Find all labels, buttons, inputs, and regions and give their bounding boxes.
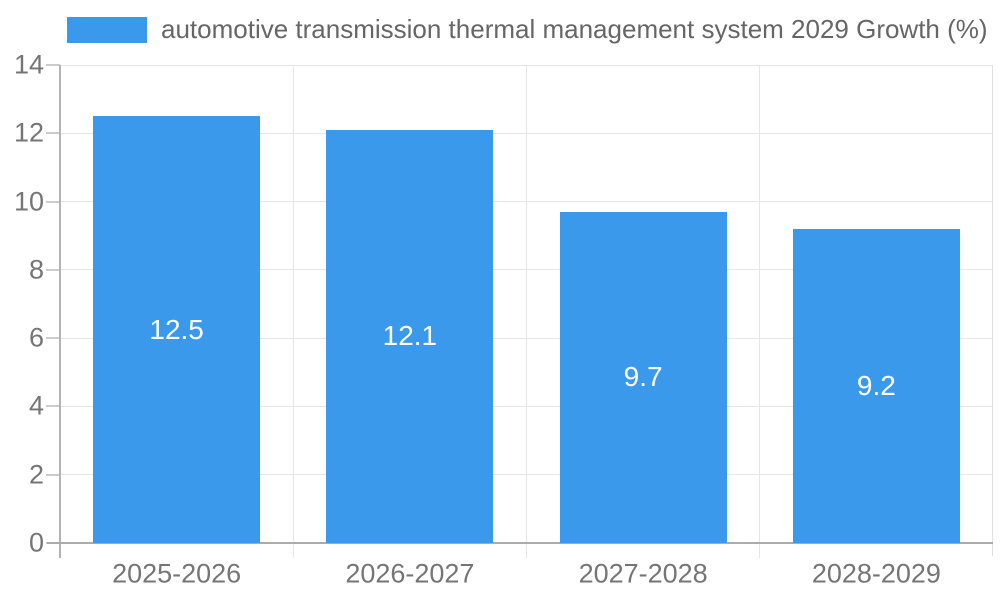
y-axis-tick-label: 6 [28, 322, 44, 353]
x-axis-tick-label: 2027-2028 [578, 558, 708, 589]
legend: automotive transmission thermal manageme… [67, 14, 988, 45]
gridline-vertical [292, 65, 294, 558]
bar-value-label: 9.7 [623, 361, 663, 393]
y-axis-tick [46, 132, 60, 135]
y-axis-tick-label: 0 [28, 527, 44, 558]
gridline-vertical [526, 65, 527, 558]
y-axis-tick [46, 337, 60, 340]
legend-swatch-icon [67, 16, 147, 43]
y-axis-line [59, 65, 61, 558]
x-axis-line [47, 542, 993, 544]
plot-right-border [992, 65, 993, 556]
y-axis-tick [46, 473, 60, 476]
bar-2026-2027 [326, 129, 494, 543]
legend-label: automotive transmission thermal manageme… [161, 14, 988, 44]
plot-area: 12.5 12.1 9.7 9.2 [46, 64, 993, 558]
gridline-vertical [759, 65, 761, 558]
y-axis-tick [46, 405, 60, 408]
bar-value-label: 12.5 [149, 313, 204, 345]
x-axis-tick-label: 2028-2029 [811, 558, 941, 589]
x-axis-tick-label: 2026-2027 [345, 558, 475, 589]
bar-2028-2029 [792, 228, 960, 543]
y-axis-tick [46, 200, 60, 203]
y-axis-tick-label: 10 [13, 186, 44, 217]
y-axis-tick-label: 2 [28, 459, 44, 490]
bar-2027-2028 [559, 211, 727, 543]
bar-value-label: 9.2 [856, 369, 896, 401]
y-axis-tick-label: 14 [13, 49, 44, 80]
bar-value-label: 12.1 [382, 320, 438, 352]
y-axis-tick [46, 64, 60, 66]
y-axis-tick-label: 12 [13, 117, 44, 148]
y-axis-tick-label: 8 [28, 254, 44, 285]
x-axis-tick-label: 2025-2026 [112, 558, 242, 589]
y-axis-tick [46, 268, 60, 271]
y-axis-tick-label: 4 [28, 390, 44, 421]
bar-2025-2026 [93, 116, 261, 543]
